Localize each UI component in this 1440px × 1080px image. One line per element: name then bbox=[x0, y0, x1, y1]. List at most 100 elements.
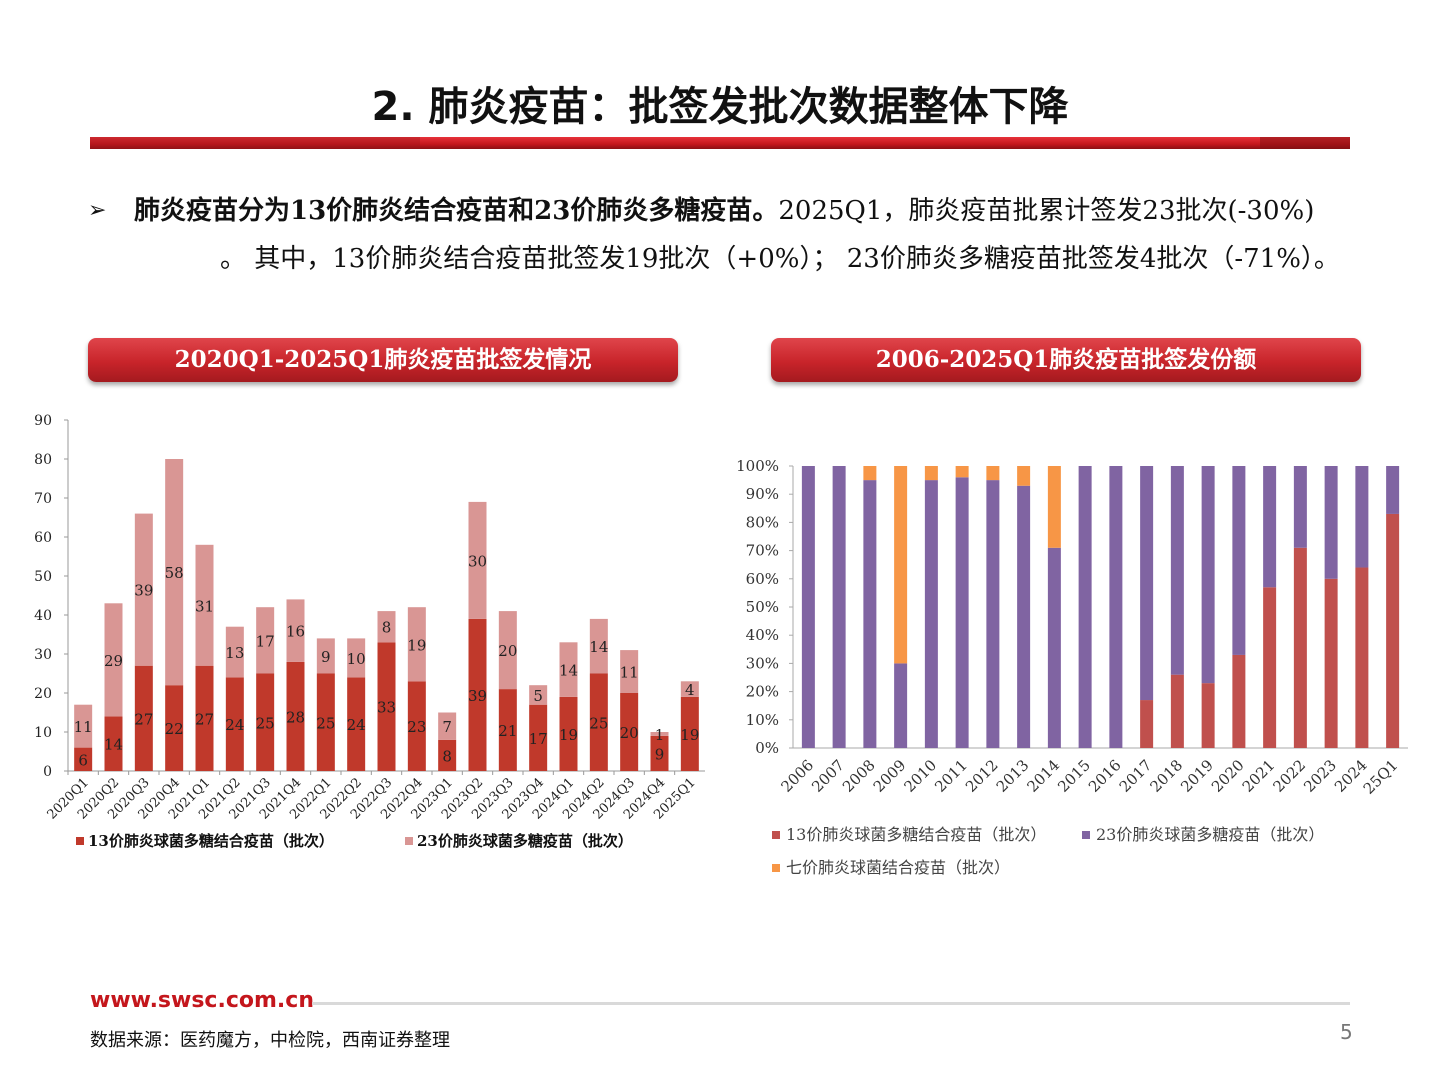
data-label-23valent: 16 bbox=[286, 623, 305, 641]
bar-23valent bbox=[1170, 466, 1184, 675]
right-chart-title: 2006-2025Q1肺炎疫苗批签发份额 bbox=[771, 338, 1361, 382]
bar-23valent bbox=[1386, 466, 1400, 514]
y-tick-label: 20 bbox=[34, 686, 52, 702]
data-label-13valent: 25 bbox=[316, 714, 335, 732]
y-tick-label: 0% bbox=[755, 739, 779, 757]
summary-bold: 肺炎疫苗分为13价肺炎结合疫苗和23价肺炎多糖疫苗。 bbox=[134, 196, 779, 226]
data-label-13valent: 39 bbox=[468, 687, 487, 705]
bar-13valent bbox=[1170, 674, 1184, 748]
data-label-13valent: 22 bbox=[165, 720, 184, 738]
legend-label-13valent: 13价肺炎球菌多糖结合疫苗（批次） bbox=[88, 832, 334, 850]
x-tick-label: 2009 bbox=[870, 756, 910, 796]
x-tick-label: 2013 bbox=[993, 756, 1033, 796]
bar-23valent bbox=[529, 685, 548, 705]
bar-23valent bbox=[986, 480, 1000, 748]
data-label-13valent: 20 bbox=[620, 724, 639, 742]
summary-line-1: 肺炎疫苗分为13价肺炎结合疫苗和23价肺炎多糖疫苗。2025Q1，肺炎疫苗批累计… bbox=[134, 186, 1314, 236]
data-label-23valent: 8 bbox=[382, 619, 392, 637]
summary-line-2: 。 其中，13价肺炎结合疫苗批签发19批次（+0%）； 23价肺炎多糖疫苗批签发… bbox=[220, 244, 1340, 274]
data-label-23valent: 5 bbox=[533, 687, 543, 705]
bar-13valent bbox=[1201, 683, 1215, 748]
bar-23valent bbox=[225, 626, 244, 678]
bar-13valent bbox=[1355, 567, 1369, 748]
data-label-13valent: 8 bbox=[442, 747, 452, 765]
x-tick-label: 2014 bbox=[1023, 756, 1063, 796]
legend-swatch-13valent bbox=[772, 831, 780, 839]
data-label-23valent: 29 bbox=[104, 652, 123, 670]
legend-swatch-7valent bbox=[772, 864, 780, 872]
legend-label-23valent: 23价肺炎球菌多糖疫苗（批次） bbox=[417, 832, 633, 850]
x-tick-label: 25Q1 bbox=[1360, 756, 1402, 798]
data-label-23valent: 4 bbox=[685, 681, 695, 699]
x-tick-label: 2015 bbox=[1054, 756, 1094, 796]
x-tick-label: 2022 bbox=[1269, 756, 1309, 796]
bar-23valent bbox=[195, 544, 214, 666]
y-tick-label: 50% bbox=[746, 598, 779, 616]
bar-7valent bbox=[1017, 466, 1031, 486]
bar-13valent bbox=[680, 696, 699, 771]
y-tick-label: 30 bbox=[34, 647, 52, 663]
bar-23valent bbox=[1324, 466, 1338, 579]
bar-23valent bbox=[286, 599, 305, 662]
bar-13valent bbox=[468, 618, 487, 771]
y-tick-label: 70 bbox=[34, 491, 52, 507]
x-tick-label: 2006 bbox=[777, 756, 817, 796]
bar-23valent bbox=[74, 704, 93, 748]
bar-23valent bbox=[165, 459, 184, 686]
left-stacked-bar-chart: 01020304050607080906112020Q114292020Q227… bbox=[34, 413, 705, 850]
bar-13valent bbox=[620, 693, 639, 771]
footer-url: www.swsc.com.cn bbox=[90, 988, 314, 1013]
bar-23valent bbox=[498, 611, 517, 690]
data-label-23valent: 9 bbox=[321, 648, 331, 666]
title-divider-shade-right bbox=[1260, 137, 1350, 149]
data-label-13valent: 27 bbox=[195, 710, 214, 728]
y-tick-label: 80% bbox=[746, 513, 779, 531]
bar-23valent bbox=[347, 638, 366, 678]
footer-divider bbox=[312, 1002, 1350, 1005]
data-label-23valent: 11 bbox=[620, 664, 639, 682]
bar-23valent bbox=[438, 712, 457, 740]
y-tick-label: 50 bbox=[34, 569, 52, 585]
bar-13valent bbox=[1232, 654, 1246, 748]
y-tick-label: 60% bbox=[746, 570, 779, 588]
data-label-13valent: 25 bbox=[589, 714, 608, 732]
bar-13valent bbox=[195, 665, 214, 771]
bar-7valent bbox=[1047, 466, 1061, 548]
bar-13valent bbox=[74, 747, 93, 771]
y-tick-label: 90% bbox=[746, 485, 779, 503]
bar-13valent bbox=[529, 704, 548, 771]
bar-13valent bbox=[1263, 587, 1277, 748]
bar-7valent bbox=[894, 466, 908, 664]
footer-source: 数据来源：医药魔方，中检院，西南证券整理 bbox=[90, 1030, 450, 1051]
legend-label-7valent: 七价肺炎球菌结合疫苗（批次） bbox=[786, 858, 1010, 877]
legend-swatch-23valent bbox=[405, 837, 413, 845]
bar-13valent bbox=[134, 665, 153, 771]
bar-23valent bbox=[1293, 466, 1307, 548]
legend-label-23valent: 23价肺炎球菌多糖疫苗（批次） bbox=[1096, 825, 1324, 844]
y-tick-label: 60 bbox=[34, 530, 52, 546]
y-tick-label: 10 bbox=[34, 725, 52, 741]
bar-13valent bbox=[1293, 547, 1307, 748]
x-tick-label: 2019 bbox=[1177, 756, 1217, 796]
bar-7valent bbox=[924, 466, 938, 481]
bar-23valent bbox=[680, 681, 699, 697]
data-label-23valent: 10 bbox=[347, 650, 366, 668]
bar-23valent bbox=[316, 638, 335, 674]
bar-13valent bbox=[589, 673, 608, 771]
legend-swatch-23valent bbox=[1082, 831, 1090, 839]
bar-13valent bbox=[316, 673, 335, 771]
data-label-23valent: 19 bbox=[407, 636, 426, 654]
data-label-13valent: 19 bbox=[680, 726, 699, 744]
bar-23valent bbox=[256, 607, 275, 674]
bar-23valent bbox=[924, 480, 938, 748]
bar-13valent bbox=[1324, 578, 1338, 748]
y-tick-label: 40% bbox=[746, 626, 779, 644]
data-label-13valent: 9 bbox=[655, 745, 665, 763]
data-label-13valent: 25 bbox=[256, 714, 275, 732]
title-divider bbox=[90, 137, 1350, 149]
bar-13valent bbox=[1386, 513, 1400, 748]
data-label-13valent: 24 bbox=[225, 716, 244, 734]
bar-23valent bbox=[1355, 466, 1369, 568]
bar-23valent bbox=[134, 513, 153, 666]
data-label-23valent: 11 bbox=[74, 718, 93, 736]
